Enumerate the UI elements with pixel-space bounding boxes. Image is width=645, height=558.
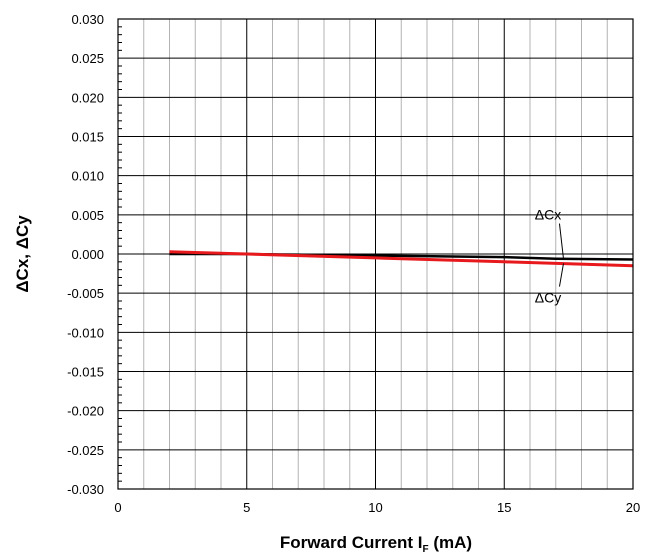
y-tick-label: -0.030 — [67, 482, 104, 497]
y-tick-label: -0.020 — [67, 404, 104, 419]
y-tick-label: -0.010 — [67, 325, 104, 340]
x-tick-label: 20 — [626, 500, 640, 515]
y-tick-marks — [118, 26, 122, 482]
annotation-label: ΔCx — [535, 207, 561, 223]
y-tick-label: -0.025 — [67, 443, 104, 458]
y-axis-title: ΔCx, ΔCy — [13, 215, 32, 293]
y-tick-label: 0.030 — [71, 12, 104, 27]
x-tick-label: 0 — [114, 500, 121, 515]
annotations: ΔCx ΔCy — [535, 207, 564, 306]
y-tick-labels: 0.030 0.025 0.020 0.015 0.010 0.005 0.000 -0.00… — [67, 12, 104, 497]
y-tick-label: 0.020 — [71, 90, 104, 105]
y-tick-label: 0.005 — [71, 208, 104, 223]
series-layer — [169, 250, 634, 268]
y-tick-label: -0.005 — [67, 286, 104, 301]
x-tick-label: 15 — [497, 500, 511, 515]
annotation-leader — [558, 223, 564, 259]
series-line-dcy — [169, 250, 634, 268]
x-axis-title: Forward Current IF (mA) — [280, 533, 472, 555]
x-tick-label: 5 — [243, 500, 250, 515]
x-tick-labels: 0 5 10 15 20 — [114, 500, 640, 515]
annotation-label: ΔCy — [535, 290, 561, 306]
x-tick-label: 10 — [368, 500, 382, 515]
y-tick-label: 0.010 — [71, 169, 104, 184]
y-tick-label: 0.000 — [71, 247, 104, 262]
y-tick-label: 0.025 — [71, 51, 104, 66]
y-tick-label: -0.015 — [67, 365, 104, 380]
annotation-leader — [558, 263, 564, 287]
y-tick-label: 0.015 — [71, 130, 104, 145]
plot-frame — [117, 18, 634, 490]
